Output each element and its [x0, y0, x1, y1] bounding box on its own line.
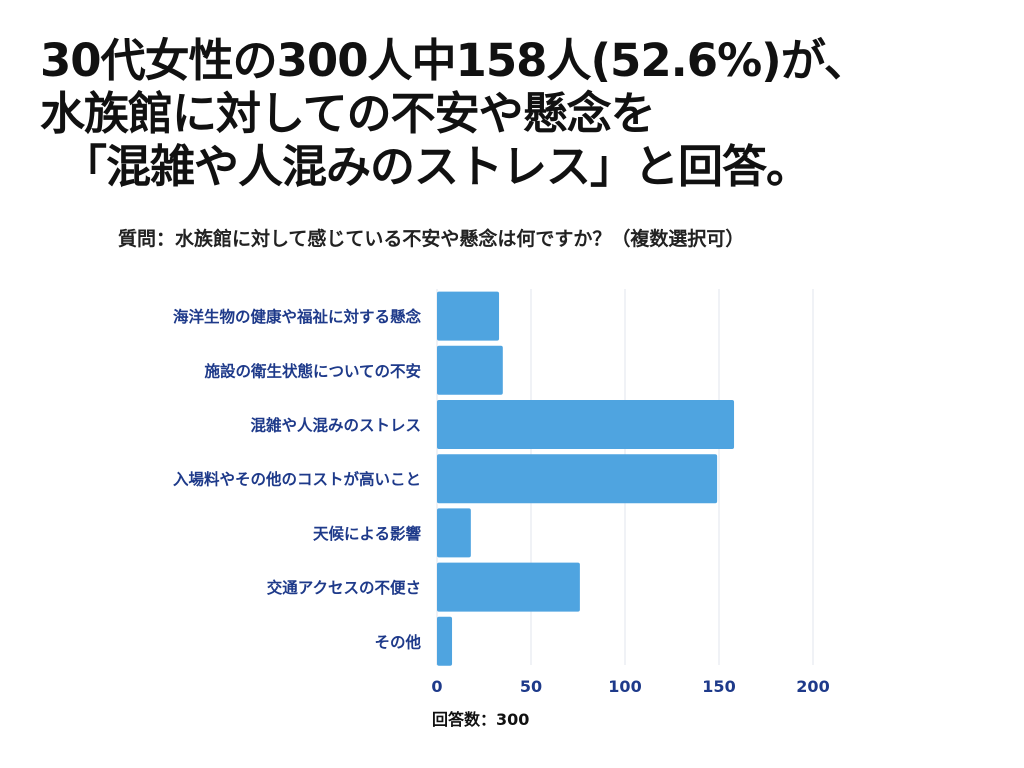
- headline: 30代女性の300人中158人(52.6%)が、 水族館に対しての不安や懸念を …: [40, 34, 1000, 193]
- category-label: 交通アクセスの不便さ: [267, 578, 421, 597]
- bar: [437, 400, 735, 449]
- category-label: 天候による影響: [313, 524, 422, 543]
- category-label: 施設の衛生状態についての不安: [204, 361, 421, 380]
- x-tick-label: 0: [431, 677, 442, 696]
- bar: [437, 616, 453, 666]
- bar: [437, 345, 503, 395]
- category-label: その他: [374, 632, 421, 651]
- response-count: 回答数：300: [432, 710, 530, 729]
- headline-line-1: 30代女性の300人中158人(52.6%)が、: [40, 34, 869, 87]
- x-tick-label: 200: [796, 677, 829, 696]
- category-label: 入場料やその他のコストが高いこと: [173, 470, 421, 489]
- survey-question: 質問：水族館に対して感じている不安や懸念は何ですか？（複数選択可）: [118, 228, 745, 250]
- bar-layer: [437, 291, 735, 666]
- category-label-layer: 海洋生物の健康や福祉に対する懸念施設の衛生状態についての不安混雑や人混みのストレ…: [173, 307, 422, 651]
- headline-line-3: 「混雑や人混みのストレス」と回答。: [62, 140, 811, 193]
- category-label: 海洋生物の健康や福祉に対する懸念: [173, 307, 422, 326]
- x-tick-label: 100: [608, 677, 641, 696]
- bar: [437, 291, 500, 341]
- bar: [437, 454, 718, 504]
- bar: [437, 562, 580, 612]
- headline-line-2: 水族館に対しての不安や懸念を: [40, 87, 656, 140]
- x-tick-label: 150: [702, 677, 735, 696]
- x-tick-layer: 0 50 100 150 200: [431, 677, 829, 696]
- category-label: 混雑や人混みのストレス: [250, 416, 421, 435]
- x-tick-label: 50: [520, 677, 542, 696]
- bar: [437, 508, 471, 558]
